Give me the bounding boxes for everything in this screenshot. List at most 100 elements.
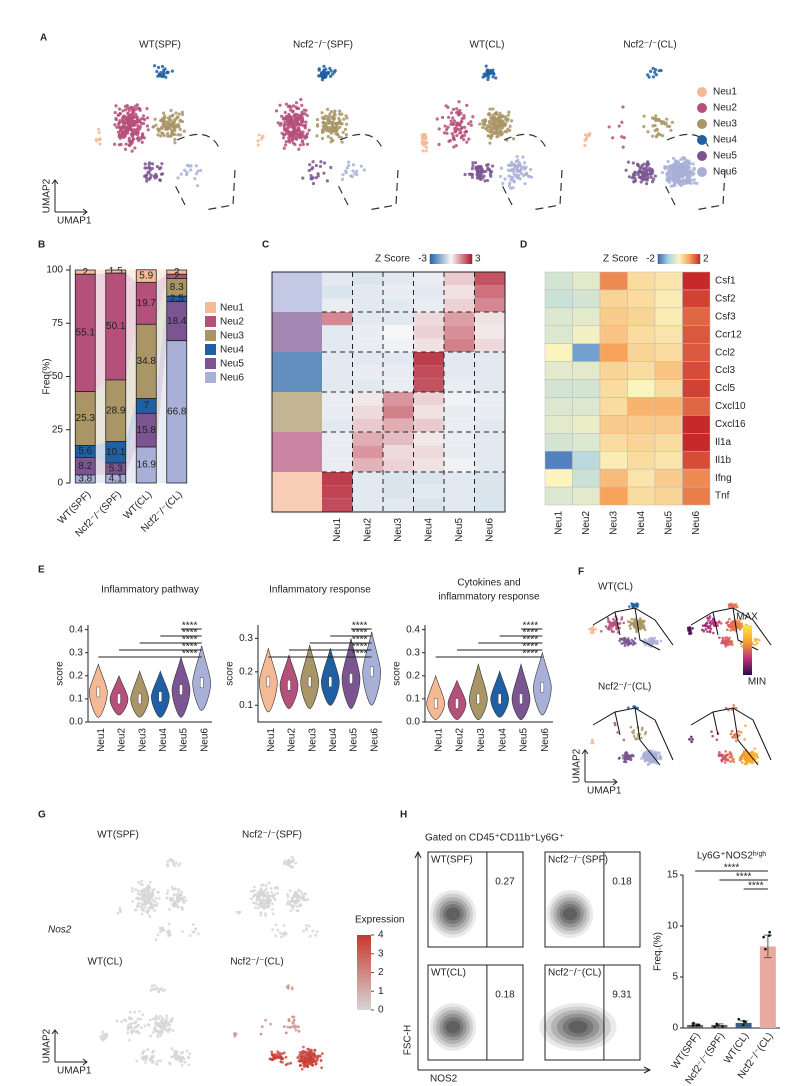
axes xyxy=(87,625,212,723)
colorbar-label: MIN xyxy=(748,677,766,688)
umap-point xyxy=(691,627,694,630)
density xyxy=(442,1017,464,1037)
umap-point xyxy=(583,138,587,142)
density xyxy=(545,1006,611,1048)
umap-point xyxy=(144,166,149,170)
umap-point xyxy=(131,899,135,903)
umap-point xyxy=(651,169,655,173)
umap-point xyxy=(144,902,148,906)
umap-point xyxy=(279,121,283,125)
umap-point xyxy=(646,73,650,77)
umap-point xyxy=(120,135,124,139)
colorbar xyxy=(357,935,371,1010)
umap-point xyxy=(286,1062,290,1066)
umap-point xyxy=(618,639,621,643)
umap-point xyxy=(668,124,672,129)
replicate-dot xyxy=(715,1022,718,1026)
umap-point xyxy=(156,933,160,937)
x-tick-label: Neu2 xyxy=(117,728,128,752)
heatmap-cell xyxy=(352,285,383,299)
umap-point xyxy=(690,170,694,174)
umap-point xyxy=(259,911,263,915)
umap-point xyxy=(292,127,296,131)
umap-point xyxy=(287,1019,291,1022)
heatmap-cell xyxy=(474,365,505,379)
gene-group xyxy=(272,472,322,512)
replicate-dot xyxy=(692,1021,695,1025)
umap-point xyxy=(127,122,131,126)
heatmap-cell xyxy=(654,415,683,434)
umap-point xyxy=(117,143,121,147)
flow-ribbon xyxy=(125,269,137,283)
heatmap-cell xyxy=(352,378,383,392)
x-tick-label: Neu4 xyxy=(158,728,169,752)
umap-point xyxy=(644,169,649,173)
umap-point xyxy=(680,168,685,172)
umap-point xyxy=(145,1055,149,1058)
umap-plot xyxy=(233,984,324,1071)
umap-point xyxy=(179,172,183,176)
umap-point xyxy=(185,170,189,174)
umap-point xyxy=(692,178,696,182)
axis-label: UMAP2 xyxy=(42,1028,53,1063)
axis-label: NOS2 xyxy=(430,1074,458,1085)
umap-point xyxy=(142,136,146,140)
flow-ribbon xyxy=(95,379,106,446)
umap-point xyxy=(523,172,527,177)
flow-plot: Ncf2⁻/⁻(SPF)0.18 xyxy=(544,851,641,948)
umap-point xyxy=(738,758,742,762)
umap-point xyxy=(319,1059,323,1062)
umap-point xyxy=(162,124,166,128)
violin xyxy=(511,663,531,720)
umap-point xyxy=(512,162,516,167)
umap-point xyxy=(725,635,728,639)
x-tick-label: Neu5 xyxy=(519,728,530,752)
heatmap-cell xyxy=(413,285,444,299)
violin xyxy=(469,663,488,720)
umap-point xyxy=(484,169,488,173)
replicate-dot xyxy=(764,947,767,951)
umap-point xyxy=(294,105,298,109)
umap-point xyxy=(303,126,307,130)
umap-point xyxy=(424,137,428,141)
umap-point xyxy=(323,161,327,165)
umap-point xyxy=(296,1056,300,1060)
umap-point xyxy=(299,1064,302,1067)
umap-point xyxy=(691,738,694,741)
heatmap-cell xyxy=(413,472,444,486)
umap-point xyxy=(146,1048,150,1051)
umap-point xyxy=(628,620,632,624)
umap-point xyxy=(727,624,731,628)
umap-point xyxy=(273,886,277,890)
umap-point xyxy=(681,162,686,166)
umap-point xyxy=(719,622,723,625)
umap-point xyxy=(286,105,291,109)
umap-point xyxy=(329,69,333,73)
umap-point xyxy=(447,115,451,119)
umap-point xyxy=(159,119,163,123)
umap-point xyxy=(493,131,497,135)
umap-point xyxy=(170,1055,174,1059)
umap-point xyxy=(154,1015,158,1019)
umap-point xyxy=(168,933,172,937)
umap-point xyxy=(175,1050,179,1054)
umap-point xyxy=(621,145,625,149)
replicate-dot xyxy=(691,1024,695,1027)
umap-point xyxy=(623,636,626,640)
umap-point xyxy=(261,898,265,902)
umap-point xyxy=(731,620,735,623)
umap-point xyxy=(708,615,712,618)
umap-point xyxy=(606,617,610,620)
umap-point xyxy=(724,750,727,753)
umap-point xyxy=(297,1029,301,1033)
heatmap-cell xyxy=(444,498,475,512)
umap-point xyxy=(327,128,331,132)
significance-label: **** xyxy=(523,642,539,653)
umap-point xyxy=(259,888,263,892)
heatmap-cell xyxy=(383,312,414,326)
umap-point xyxy=(123,131,127,135)
umap-point xyxy=(173,128,177,133)
umap-point xyxy=(670,120,675,124)
umap-point xyxy=(166,863,170,867)
umap-point xyxy=(638,617,642,620)
